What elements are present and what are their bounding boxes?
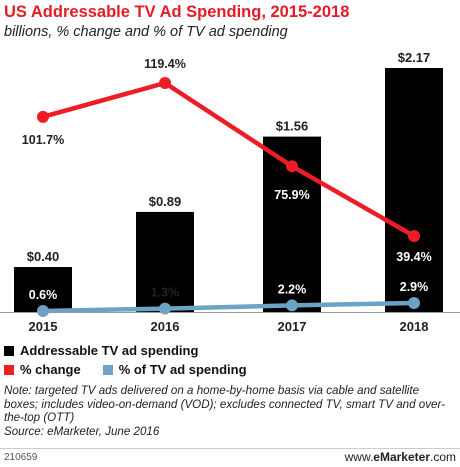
bar-label-2018: $2.17 [398, 50, 431, 65]
bar-label-2017: $1.56 [276, 119, 309, 134]
share-label-2015: 0.6% [29, 288, 58, 302]
chart-subtitle: billions, % change and % of TV ad spendi… [4, 24, 288, 40]
legend-label-change: % change [20, 362, 81, 377]
legend-item-spending: Addressable TV ad spending [4, 343, 198, 358]
legend-label-share: % of TV ad spending [118, 362, 247, 377]
chart-id: 210659 [4, 452, 38, 463]
share-line [42, 300, 415, 314]
share-point-2015 [37, 305, 49, 317]
change-label-2017: 75.9% [274, 188, 309, 202]
bar-2018 [385, 68, 443, 312]
legend-row-2: % change % of TV ad spending [4, 362, 247, 377]
brand-logo: www.eMarketer.com [345, 450, 456, 464]
chart-title: US Addressable TV Ad Spending, 2015-2018 [4, 3, 350, 21]
x-tick-2018: 2018 [400, 319, 429, 334]
bar-label-2015: $0.40 [27, 249, 60, 264]
change-point-2015 [37, 110, 49, 123]
bar-2016 [136, 211, 194, 312]
brand-name: eMarketer [373, 450, 430, 464]
bar-2015 [14, 267, 72, 312]
share-point-2017 [286, 299, 298, 312]
x-tick-2016: 2016 [151, 319, 180, 334]
share-point-2016 [159, 302, 171, 315]
change-point-2016 [159, 77, 171, 89]
change-line [42, 80, 416, 238]
share-label-2017: 2.2% [278, 282, 307, 296]
legend-swatch-share [102, 364, 113, 375]
bar-label-2016: $0.89 [149, 194, 182, 209]
share-label-2016: 1.3% [151, 286, 180, 300]
legend-swatch-spending [4, 345, 14, 356]
legend-label-spending: Addressable TV ad spending [20, 343, 199, 358]
change-label-2015: 101.7% [22, 133, 64, 147]
change-label-2018: 39.4% [396, 250, 431, 264]
legend-swatch-change [4, 364, 14, 375]
x-tick-2015: 2015 [29, 319, 58, 334]
brand-prefix: www. [344, 450, 374, 464]
change-label-2016: 119.4% [144, 57, 186, 71]
chart-plot: $0.40 $0.89 $1.56 $2.17 101.7% 119.4% 75.9% 39.… [0, 50, 460, 334]
chart-notes: Note: targeted TV ads delivered on a hom… [4, 384, 456, 438]
share-label-2018: 2.9% [400, 280, 429, 294]
source-text: Source: eMarketer, June 2016 [4, 424, 160, 438]
change-point-2018 [408, 230, 420, 242]
note-text: Note: targeted TV ads delivered on a hom… [4, 384, 445, 425]
x-tick-2017: 2017 [278, 319, 307, 334]
brand-suffix: .com [429, 450, 456, 464]
share-point-2018 [408, 297, 420, 309]
change-point-2017 [286, 160, 298, 173]
footer-divider [0, 448, 460, 449]
